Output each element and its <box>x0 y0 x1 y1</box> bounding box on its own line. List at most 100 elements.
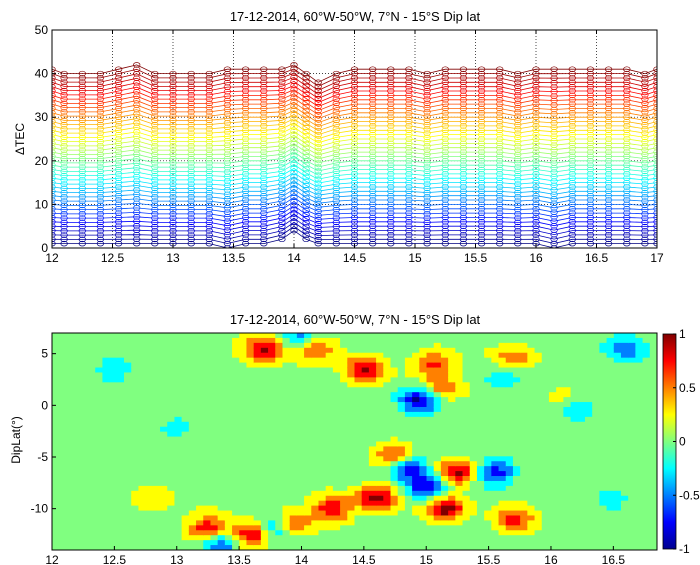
heatmap-cell <box>440 347 449 354</box>
tec-point <box>604 201 613 208</box>
heatmap-cell <box>66 480 75 487</box>
tec-point <box>550 124 558 131</box>
heatmap-cell <box>116 347 125 354</box>
heatmap-cell <box>181 471 190 477</box>
heatmap-cell <box>332 530 341 536</box>
heatmap-cell <box>210 545 219 550</box>
heatmap-cell <box>383 545 392 550</box>
tec-point <box>459 83 468 90</box>
heatmap-cell <box>80 377 89 383</box>
tec-point <box>550 155 558 162</box>
heatmap-cell <box>253 476 262 482</box>
heatmap-cell <box>563 466 572 472</box>
heatmap-cell <box>88 540 96 546</box>
heatmap-cell <box>599 377 608 383</box>
heatmap-cell <box>253 505 262 512</box>
tec-point <box>369 92 377 99</box>
heatmap-cell <box>188 490 197 497</box>
heatmap-cell <box>512 436 521 443</box>
tec-point <box>496 240 504 247</box>
heatmap-cell <box>160 476 168 482</box>
heatmap-cell <box>491 377 500 383</box>
heatmap-cell <box>376 367 384 374</box>
tec-point <box>477 70 486 77</box>
tec-point <box>260 210 268 216</box>
heatmap-cell <box>174 535 183 541</box>
heatmap-cell <box>548 416 557 423</box>
heatmap-cell <box>512 337 521 344</box>
heatmap-cell <box>505 471 514 477</box>
heatmap-cell <box>318 333 327 339</box>
heatmap-cell <box>95 441 104 448</box>
heatmap-cell <box>246 377 255 383</box>
heatmap-cell <box>160 397 168 403</box>
heatmap-cell <box>116 485 125 492</box>
tec-point <box>369 79 377 86</box>
heatmap-cell <box>80 431 89 438</box>
tec-point <box>278 143 286 149</box>
tec-point <box>78 104 86 111</box>
heatmap-cell <box>95 387 104 393</box>
heatmap-cell <box>210 520 219 526</box>
tec-point <box>114 79 123 86</box>
heatmap-cell <box>440 500 449 507</box>
heatmap-cell <box>152 406 161 413</box>
heatmap-cell <box>347 426 356 433</box>
tec-point <box>332 223 340 230</box>
tec-point <box>350 114 359 120</box>
heatmap-cell <box>599 333 608 339</box>
heatmap-cells <box>52 333 657 550</box>
heatmap-cell <box>282 510 291 517</box>
tec-point <box>604 214 613 221</box>
tec-point <box>623 223 631 229</box>
tec-point <box>260 162 268 168</box>
heatmap-cell <box>570 367 579 374</box>
heatmap-cell <box>397 333 406 339</box>
tec-point <box>205 228 213 234</box>
heatmap-cell <box>484 480 492 487</box>
heatmap-cell <box>80 352 89 359</box>
heatmap-cell <box>167 525 176 531</box>
heatmap-cell <box>534 337 543 344</box>
heatmap-cell <box>404 382 413 388</box>
tec-point <box>187 117 195 124</box>
heatmap-cell <box>577 535 586 541</box>
tec-point <box>187 121 195 128</box>
heatmap-cell <box>556 387 564 393</box>
tec-point <box>302 153 310 160</box>
tec-point <box>477 166 486 173</box>
tec-point <box>604 66 613 72</box>
heatmap-cell <box>534 461 543 467</box>
heatmap-cell <box>419 333 428 339</box>
tec-point <box>405 201 413 208</box>
heatmap-cell <box>469 456 478 462</box>
tec-point <box>405 114 413 120</box>
heatmap-cell <box>138 426 147 433</box>
heatmap-cell <box>318 466 327 472</box>
heatmap-cell <box>203 505 212 512</box>
heatmap-cell <box>512 333 521 339</box>
heatmap-cell <box>232 397 240 403</box>
heatmap-cell <box>318 441 327 448</box>
heatmap-cell <box>376 471 384 477</box>
tec-point <box>586 179 595 186</box>
heatmap-cell <box>239 540 248 546</box>
tec-point <box>514 143 522 149</box>
heatmap-cell <box>152 515 161 522</box>
tec-point <box>169 87 177 94</box>
heatmap-cell <box>484 342 492 349</box>
heatmap-cell <box>311 530 320 536</box>
heatmap-cell <box>116 545 125 550</box>
heatmap-cell <box>124 392 132 398</box>
tec-point <box>568 240 576 247</box>
heatmap-cell <box>404 490 413 497</box>
heatmap-cell <box>455 500 464 507</box>
heatmap-cell <box>203 402 212 408</box>
heatmap-cell <box>253 480 262 487</box>
heatmap-cell <box>239 545 248 550</box>
heatmap-cell <box>282 485 291 492</box>
heatmap-cell <box>224 392 233 398</box>
tec-series-40 <box>52 66 657 90</box>
tec-point <box>477 192 486 199</box>
heatmap-cell <box>102 337 111 344</box>
